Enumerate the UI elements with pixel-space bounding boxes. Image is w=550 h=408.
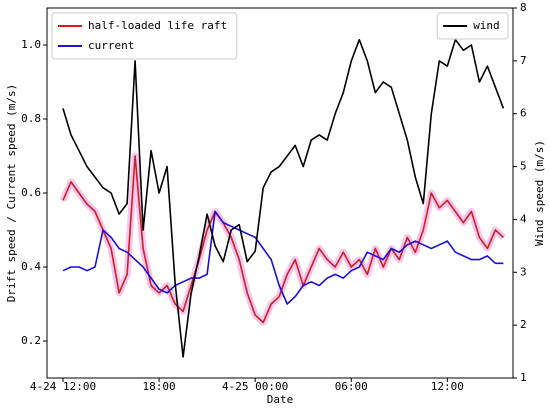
y2-tick-label: 1: [520, 371, 527, 384]
y-tick-label: 0.4: [21, 260, 41, 273]
legend-label: wind: [473, 19, 500, 32]
legend-label: current: [88, 39, 134, 52]
y2-tick-label: 4: [520, 212, 527, 225]
y2-tick-label: 5: [520, 160, 527, 173]
y2-tick-label: 7: [520, 54, 527, 67]
y2-axis-label: Wind speed (m/s): [533, 140, 546, 246]
x-tick-label: 12:00: [431, 380, 464, 393]
y-tick-label: 0.2: [21, 334, 41, 347]
series-line: [62, 210, 504, 305]
x-tick-label: 4-24 12:00: [30, 380, 96, 393]
y-axis-label: Drift speed / Current speed (m/s): [5, 84, 18, 303]
y-tick-label: 0.8: [21, 112, 41, 125]
y2-tick-label: 3: [520, 265, 527, 278]
series-line: [62, 155, 504, 324]
y2-tick-label: 2: [520, 318, 527, 331]
series-line: [62, 38, 505, 358]
y2-tick-label: 8: [520, 1, 527, 14]
x-tick-label: 18:00: [143, 380, 176, 393]
x-tick-label: 4-25 00:00: [222, 380, 288, 393]
x-axis-label: Date: [267, 393, 294, 406]
x-tick-label: 06:00: [335, 380, 368, 393]
y-tick-label: 1.0: [21, 38, 41, 51]
legend-label: half-loaded life raft: [88, 19, 227, 32]
plot-frame: [46, 7, 514, 379]
legend-box: [436, 12, 509, 40]
legend-box: [51, 12, 238, 60]
y-tick-label: 0.6: [21, 186, 41, 199]
y2-tick-label: 6: [520, 107, 527, 120]
